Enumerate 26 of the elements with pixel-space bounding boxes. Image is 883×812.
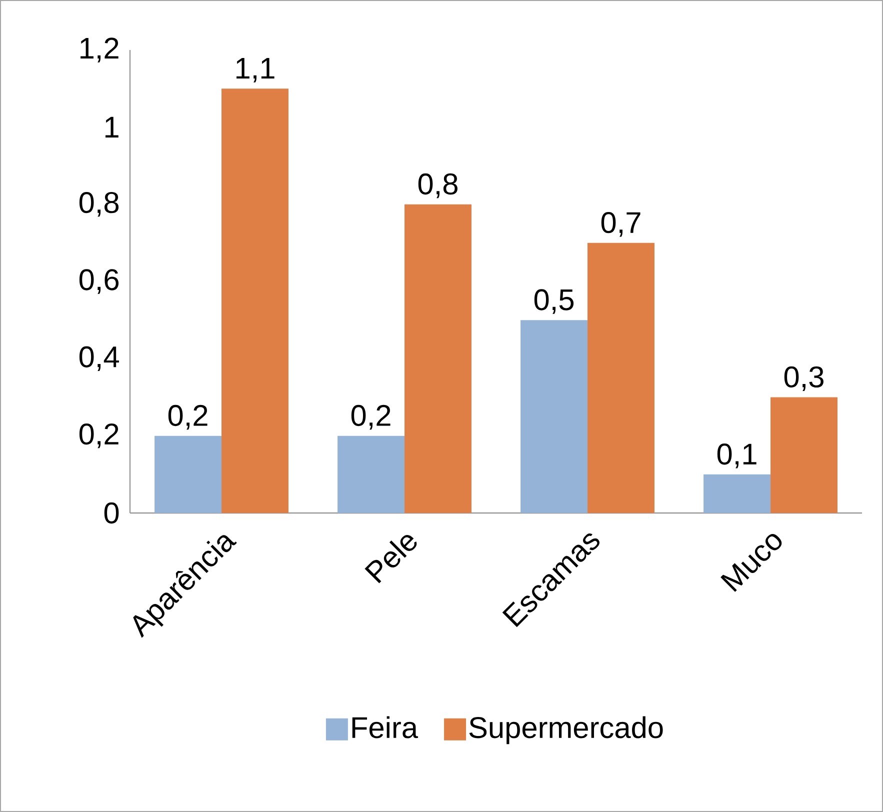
y-tick-label: 1: [106, 116, 118, 138]
legend-label: Supermercado: [469, 716, 663, 744]
bar: [404, 204, 472, 513]
data-label: 0,5: [534, 289, 574, 314]
y-tick-label: 0,4: [79, 346, 119, 372]
data-label: 0,3: [784, 366, 824, 392]
bar: [338, 436, 405, 513]
data-label: 1,1: [236, 58, 274, 82]
bar: [154, 436, 222, 513]
data-label: 0,2: [351, 404, 390, 430]
data-label: 0,7: [601, 212, 640, 237]
y-tick-label: 0,2: [79, 423, 118, 448]
bar: [588, 242, 654, 513]
legend-label: Feira: [352, 716, 418, 738]
x-tick-label: Pele: [364, 534, 417, 584]
y-tick-label: 0,6: [79, 269, 119, 294]
y-tick-label: 1,2: [80, 38, 118, 62]
bar: [520, 320, 588, 513]
data-label: 0,2: [168, 404, 208, 430]
bar: [770, 397, 838, 513]
y-tick-label: 0: [104, 502, 119, 524]
y-tick-label: 0,8: [79, 192, 119, 217]
data-label: 0,8: [418, 173, 458, 198]
data-label: 0,1: [717, 444, 756, 468]
bar: [222, 88, 288, 513]
bar: [704, 474, 771, 513]
